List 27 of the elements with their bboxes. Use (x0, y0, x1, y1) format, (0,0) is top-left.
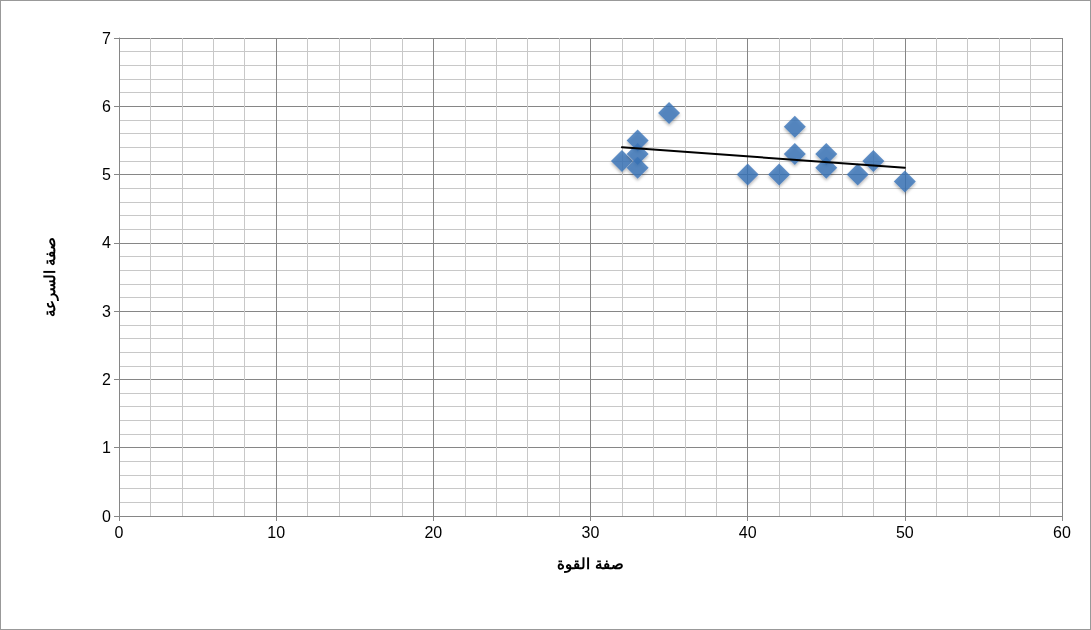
x-tick-label: 30 (581, 523, 600, 541)
point (815, 156, 838, 179)
point (783, 143, 806, 166)
x-tick-label: 10 (267, 523, 286, 541)
point (768, 163, 791, 186)
point (626, 156, 649, 179)
y-axis-title: صفة السرعة (41, 236, 59, 318)
point (846, 163, 869, 186)
point (736, 163, 759, 186)
y-tick-label: 3 (102, 302, 112, 320)
y-tick-label: 4 (102, 234, 112, 252)
x-tick-label: 60 (1053, 523, 1071, 541)
y-tick-label: 5 (102, 166, 112, 184)
x-tick-label: 20 (424, 523, 443, 541)
y-tick-label: 2 (102, 370, 112, 388)
point (658, 102, 681, 125)
y-tick-label: 1 (102, 439, 112, 457)
y-tick-label: 6 (102, 97, 112, 115)
x-axis-title: صفة القوة (557, 555, 624, 573)
y-tick-label: 0 (102, 507, 112, 525)
x-tick-label: 0 (114, 523, 124, 541)
point (893, 170, 916, 193)
x-tick-label: 40 (738, 523, 757, 541)
x-tick-label: 50 (895, 523, 914, 541)
y-tick-label: 7 (102, 29, 112, 47)
point (610, 149, 633, 172)
point (783, 115, 806, 138)
